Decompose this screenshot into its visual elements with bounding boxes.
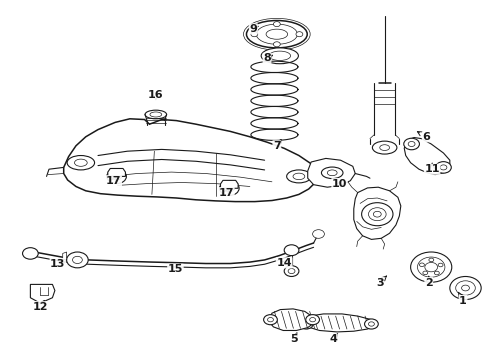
Ellipse shape <box>408 141 415 147</box>
Text: 5: 5 <box>290 333 298 344</box>
Ellipse shape <box>150 112 162 117</box>
Text: 17: 17 <box>219 188 234 198</box>
Ellipse shape <box>224 185 234 192</box>
Polygon shape <box>63 252 67 263</box>
Ellipse shape <box>404 138 419 150</box>
Ellipse shape <box>440 165 447 170</box>
Polygon shape <box>354 187 401 239</box>
Ellipse shape <box>261 48 298 64</box>
Text: 14: 14 <box>276 258 292 268</box>
Ellipse shape <box>429 258 434 262</box>
Ellipse shape <box>220 181 239 195</box>
Ellipse shape <box>284 245 299 256</box>
Text: 9: 9 <box>249 24 258 34</box>
Text: 4: 4 <box>329 334 338 344</box>
Ellipse shape <box>273 22 280 27</box>
Ellipse shape <box>419 263 424 267</box>
Ellipse shape <box>310 318 316 322</box>
Polygon shape <box>308 158 355 187</box>
Ellipse shape <box>411 252 452 282</box>
Ellipse shape <box>313 230 324 238</box>
Ellipse shape <box>372 141 397 154</box>
Ellipse shape <box>288 269 295 274</box>
Polygon shape <box>404 138 450 175</box>
Ellipse shape <box>435 271 440 275</box>
Text: 7: 7 <box>273 139 281 151</box>
Ellipse shape <box>423 271 428 275</box>
Ellipse shape <box>296 32 303 37</box>
Ellipse shape <box>327 170 337 176</box>
Ellipse shape <box>303 322 309 326</box>
Ellipse shape <box>287 170 311 183</box>
Ellipse shape <box>67 252 88 268</box>
Ellipse shape <box>380 145 390 150</box>
Text: 8: 8 <box>263 53 272 63</box>
Ellipse shape <box>362 203 393 226</box>
Ellipse shape <box>74 159 87 166</box>
Text: 15: 15 <box>168 264 183 274</box>
Ellipse shape <box>450 276 481 300</box>
Polygon shape <box>269 309 314 330</box>
Text: 12: 12 <box>32 300 48 312</box>
Polygon shape <box>304 314 373 332</box>
Ellipse shape <box>273 42 280 47</box>
Ellipse shape <box>266 29 288 39</box>
Ellipse shape <box>368 208 386 221</box>
Ellipse shape <box>264 315 277 325</box>
Ellipse shape <box>456 281 475 295</box>
Text: 17: 17 <box>106 176 122 186</box>
Ellipse shape <box>436 162 451 173</box>
Ellipse shape <box>284 266 299 276</box>
Ellipse shape <box>256 24 297 44</box>
Text: 10: 10 <box>332 179 347 189</box>
Text: 2: 2 <box>425 276 433 288</box>
Ellipse shape <box>293 173 305 180</box>
Ellipse shape <box>73 256 82 264</box>
Text: 16: 16 <box>148 90 164 100</box>
Ellipse shape <box>145 110 167 119</box>
Ellipse shape <box>268 318 273 322</box>
Ellipse shape <box>107 169 126 184</box>
Text: 6: 6 <box>417 131 430 142</box>
Ellipse shape <box>112 173 122 180</box>
Text: 13: 13 <box>50 258 67 269</box>
Ellipse shape <box>299 319 313 329</box>
Polygon shape <box>108 168 125 176</box>
Text: 11: 11 <box>424 163 440 174</box>
Ellipse shape <box>438 263 443 267</box>
Ellipse shape <box>269 51 291 60</box>
Ellipse shape <box>23 248 38 259</box>
Text: 1: 1 <box>459 292 467 306</box>
Ellipse shape <box>306 315 319 325</box>
Polygon shape <box>64 119 318 202</box>
Ellipse shape <box>321 167 343 179</box>
Polygon shape <box>30 284 55 303</box>
Ellipse shape <box>373 211 381 217</box>
Ellipse shape <box>246 21 307 48</box>
Ellipse shape <box>425 262 438 272</box>
Ellipse shape <box>368 322 374 326</box>
Ellipse shape <box>417 257 445 277</box>
Ellipse shape <box>67 156 95 170</box>
Text: 3: 3 <box>376 276 387 288</box>
Ellipse shape <box>462 285 469 291</box>
Polygon shape <box>220 180 238 188</box>
Ellipse shape <box>251 32 258 37</box>
Ellipse shape <box>365 319 378 329</box>
